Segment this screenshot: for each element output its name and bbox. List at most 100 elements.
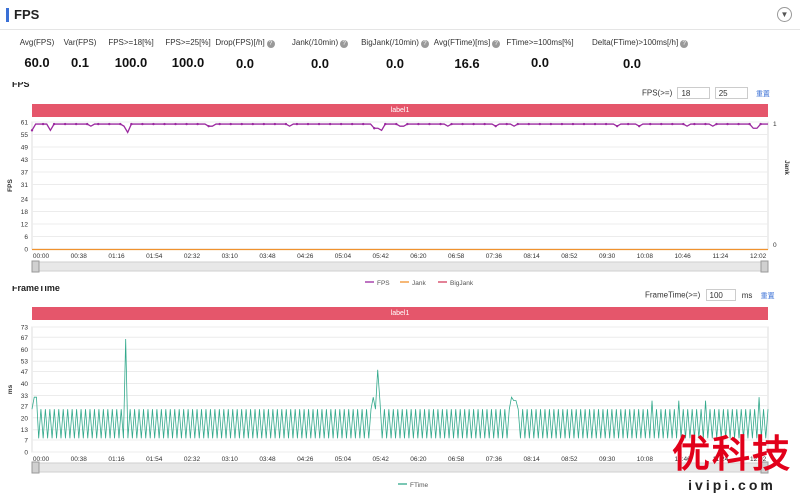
fps-point [163,122,166,126]
stat-3: FPS>=25[%] 100.0 [148,38,228,70]
stat-value: 0.0 [235,56,255,71]
stat-label-text: Delta(FTime)>100ms[/h] [592,38,679,47]
fps-point [52,122,56,126]
fps-point [174,122,177,126]
fps-point [207,124,210,128]
x-tick-label: 03:10 [222,456,239,463]
stat-value: 60.0 [24,55,50,70]
stat-7: Avg(FTime)[ms]? 16.6 [427,38,507,71]
section-title: FPS [14,7,40,22]
fps-point [262,122,266,126]
fps-point [284,122,288,126]
y-tick-label: 12 [21,222,29,229]
help-icon[interactable]: ? [266,40,275,48]
x-tick-label: 06:20 [410,253,427,260]
stat-label: Avg(FPS) [0,38,77,47]
x-tick-label: 06:20 [410,456,427,463]
fps-point [119,122,122,126]
fps-point [428,122,431,126]
fps-point [41,122,45,126]
fps-point [604,122,608,126]
x-tick-label: 01:16 [108,253,125,260]
stat-label-text: FPS>=18[%] [108,38,154,47]
fps-point [682,122,685,126]
stat-label: Avg(FTime)[ms]? [427,38,507,48]
fps-point [63,122,67,126]
stat-value: 0.0 [622,56,642,71]
x-tick-label: 10:08 [637,253,654,260]
x-tick-label: 05:04 [335,253,352,260]
legend-label: Jank [412,280,426,287]
help-icon[interactable]: ? [340,40,349,48]
x-tick-label: 09:30 [599,253,616,260]
stat-value: 0.0 [310,56,330,71]
y-tick-label: 27 [21,403,29,410]
fps-threshold-low-input[interactable] [677,87,711,99]
range-slider-handle-left [31,260,40,273]
fps-point [715,122,718,126]
x-tick-label: 12:02 [750,456,767,463]
y-tick-label: 43 [21,157,29,164]
stat-label-text: Avg(FPS) [19,38,55,47]
fps-point [494,124,497,128]
frametime-chart-heading: FrameTime [12,286,60,291]
help-icon[interactable]: ? [420,40,429,48]
fps-reset-link[interactable]: 重置 [755,90,770,98]
fps-point [527,122,530,126]
fps-point [218,122,221,126]
stat-1: Var(FPS) 0.1 [40,38,120,70]
x-tick-label: 04:26 [297,456,314,463]
range-slider-track [31,261,769,272]
y-tick-label: 40 [21,381,29,388]
section-header: FPS ▼ [0,0,800,30]
x-tick-label: 03:10 [222,253,239,260]
y-tick-label: 55 [21,132,29,139]
fps-point [704,122,707,126]
x-tick-label: 08:14 [524,456,541,463]
stat-0: Avg(FPS) 60.0 [0,38,77,70]
range-slider-handle-left [31,461,40,474]
fps-threshold-high-input[interactable] [714,87,748,99]
stat-value: 0.0 [385,56,405,71]
x-tick-label: 00:38 [71,253,88,260]
fps-point [339,122,343,126]
fps-point [560,122,564,126]
y-tick-label: 73 [21,325,29,332]
x-tick-label: 03:48 [259,253,276,260]
fps-point [185,122,188,126]
frametime-chart-panel: FrameTime FrameTime(>=) ms 重置 label1 0 7 1… [0,286,800,497]
chevron-down-icon[interactable]: ▼ [777,7,792,22]
x-tick-label: 00:38 [71,456,88,463]
watermark-url: ivipi.com [688,477,776,493]
frametime-reset-link[interactable]: 重置 [760,292,775,300]
frametime-threshold-input[interactable] [705,289,736,301]
x-tick-label: 11:24 [712,253,728,260]
range-slider-track [31,462,769,473]
x-tick-label: 11:24 [712,456,728,463]
fps-chart-heading: FPS [12,82,30,87]
y-tick-label: 7 [24,438,28,445]
stat-label: Drop(FPS)[/h]? [205,38,285,48]
fps-point [726,122,729,126]
y-tick-label: 0 [24,450,28,457]
fps-point [130,122,133,126]
y-tick-label: 49 [21,144,29,151]
x-tick-label: 04:26 [297,253,314,260]
legend-label: FTime [410,482,429,489]
x-tick-label: 01:16 [108,456,125,463]
fps-point [593,122,597,126]
fps-series-line [31,123,768,134]
stat-label-text: Jank(/10min) [291,38,339,47]
help-icon[interactable]: ? [492,40,501,48]
help-icon[interactable]: ? [680,40,689,48]
y-tick-label: 37 [21,169,29,176]
stat-8: FTime>=100ms[%] 0.0 [500,38,580,70]
fps-point [759,122,762,126]
x-tick-label: 12:02 [750,253,767,260]
fps-point [483,122,486,126]
fps-point [649,122,652,126]
stat-value: 0.1 [70,55,90,70]
stat-label: Delta(FTime)>100ms[/h]? [592,38,689,48]
x-tick-label: 06:58 [448,456,465,463]
x-tick-label: 10:46 [675,456,692,463]
